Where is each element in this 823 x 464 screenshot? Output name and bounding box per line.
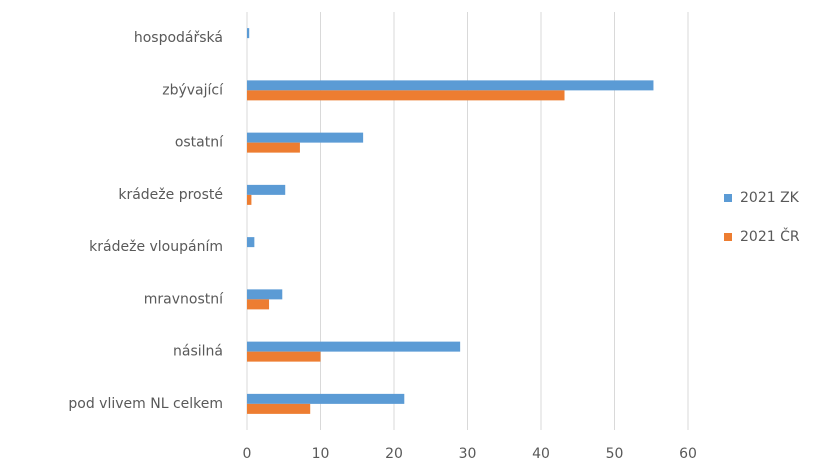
y-tick-label: mravnostní: [144, 291, 224, 307]
x-tick-label: 60: [679, 446, 697, 462]
bar: [247, 351, 321, 362]
bar: [247, 90, 565, 101]
bar: [247, 341, 461, 352]
legend-label: 2021 ČR: [740, 227, 800, 245]
y-tick-label: násilná: [173, 344, 223, 360]
legend-swatch: [724, 194, 732, 202]
bar: [247, 142, 300, 153]
bar: [247, 194, 252, 205]
bar: [247, 237, 255, 248]
x-tick-label: 30: [459, 446, 477, 462]
y-tick-label: ostatní: [175, 135, 224, 151]
y-tick-label: pod vlivem NL celkem: [68, 396, 223, 412]
bar: [247, 132, 364, 143]
y-tick-label: krádeže vloupáním: [89, 239, 223, 255]
bar: [247, 299, 270, 310]
y-tick-label: krádeže prosté: [118, 187, 223, 203]
x-tick-label: 0: [243, 446, 252, 462]
bar: [247, 80, 654, 91]
x-tick-label: 40: [532, 446, 550, 462]
x-tick-label: 10: [312, 446, 330, 462]
legend-label: 2021 ZK: [740, 190, 800, 206]
bar: [247, 28, 250, 39]
x-tick-label: 20: [385, 446, 403, 462]
y-tick-label: zbývající: [162, 82, 224, 98]
legend-swatch: [724, 233, 732, 241]
bar: [247, 403, 311, 414]
bar: [247, 184, 286, 195]
x-tick-label: 50: [606, 446, 624, 462]
bar: [247, 393, 405, 404]
bar: [247, 289, 283, 300]
y-tick-label: hospodářská: [134, 30, 223, 46]
